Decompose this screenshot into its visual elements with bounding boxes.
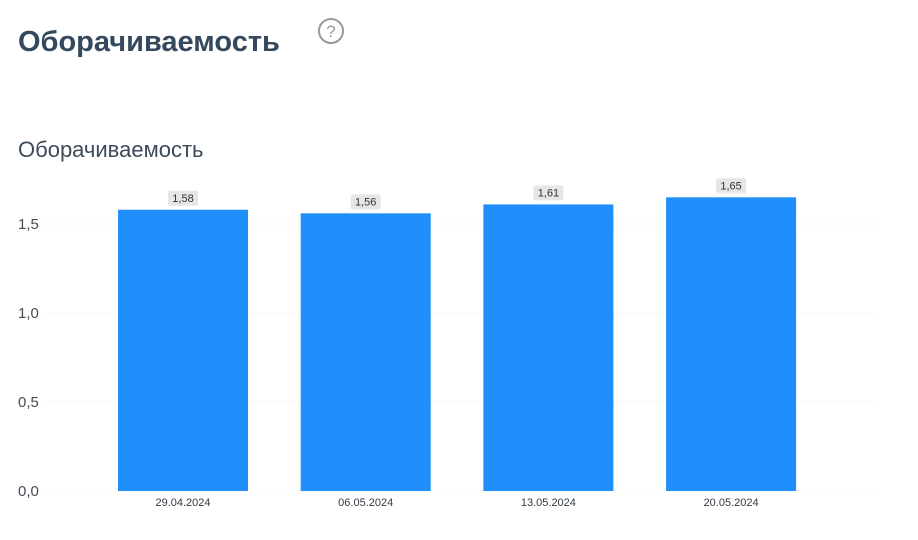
chart-title: Оборачиваемость [18, 137, 204, 162]
data-label-bg [533, 185, 564, 201]
data-label: 1,65 [720, 180, 741, 192]
svg-text:?: ? [326, 22, 335, 41]
data-label-bg [168, 190, 198, 206]
bar[interactable] [666, 197, 797, 492]
x-tick-label: 13.05.2024 [521, 497, 576, 509]
y-tick-label: 1,0 [18, 305, 39, 322]
y-tick-label: 0,0 [18, 483, 39, 500]
data-label-bg [350, 194, 381, 210]
page-title: Оборачиваемость [18, 26, 280, 58]
data-label: 1,56 [355, 196, 376, 208]
x-tick-label: 29.04.2024 [155, 497, 210, 509]
x-tick-label: 20.05.2024 [704, 497, 759, 509]
help-icon[interactable]: ? [316, 16, 346, 46]
data-label: 1,61 [538, 187, 559, 199]
x-tick-label: 06.05.2024 [338, 497, 393, 509]
data-label-bg [716, 178, 747, 194]
bar[interactable] [118, 209, 248, 491]
y-tick-label: 1,5 [18, 216, 39, 233]
y-tick-label: 0,5 [18, 394, 39, 411]
data-label: 1,58 [172, 193, 193, 205]
bar[interactable] [300, 213, 431, 491]
bar[interactable] [483, 204, 614, 492]
